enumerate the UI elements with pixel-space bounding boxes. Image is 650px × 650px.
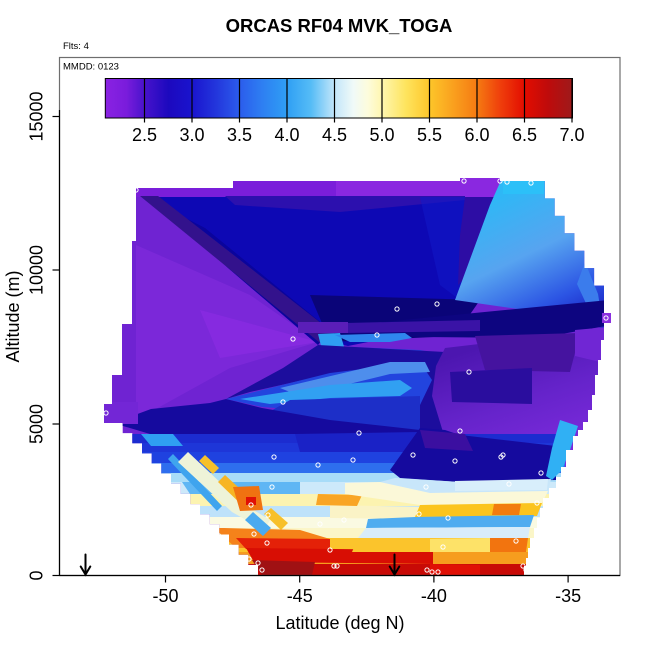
svg-text:5000: 5000: [27, 404, 47, 444]
svg-text:6.0: 6.0: [464, 125, 489, 145]
svg-text:3.5: 3.5: [227, 125, 252, 145]
svg-text:7.0: 7.0: [559, 125, 584, 145]
svg-text:10000: 10000: [27, 245, 47, 295]
svg-text:MMDD: 0123: MMDD: 0123: [63, 62, 119, 73]
svg-text:0: 0: [27, 570, 47, 580]
svg-text:6.5: 6.5: [512, 125, 537, 145]
svg-text:2.5: 2.5: [132, 125, 157, 145]
svg-text:-35: -35: [555, 586, 581, 606]
svg-text:-50: -50: [152, 586, 178, 606]
svg-text:-45: -45: [287, 586, 313, 606]
svg-text:5.5: 5.5: [417, 125, 442, 145]
svg-text:Latitude (deg N): Latitude (deg N): [275, 613, 404, 633]
svg-text:15000: 15000: [27, 91, 47, 141]
svg-text:Flts: 4: Flts: 4: [63, 41, 89, 52]
svg-text:4.0: 4.0: [274, 125, 299, 145]
svg-text:5.0: 5.0: [369, 125, 394, 145]
svg-text:-40: -40: [421, 586, 447, 606]
svg-text:ORCAS RF04 MVK_TOGA: ORCAS RF04 MVK_TOGA: [226, 15, 453, 36]
svg-text:Altitude (m): Altitude (m): [3, 270, 23, 362]
svg-text:3.0: 3.0: [179, 125, 204, 145]
svg-text:4.5: 4.5: [322, 125, 347, 145]
